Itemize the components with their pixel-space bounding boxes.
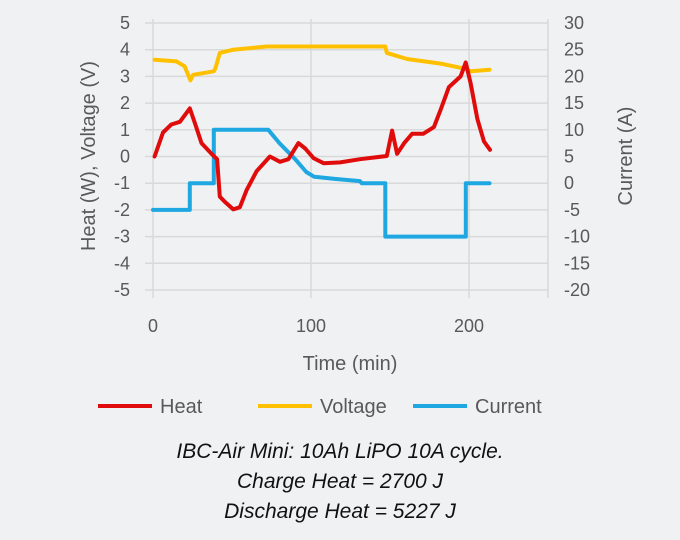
y-tick-label: 5 [120,13,130,33]
series-line-heat [152,60,492,212]
caption-line-2: Charge Heat = 2700 J [236,470,444,493]
series-lines [151,44,492,239]
series-line-current [151,127,492,239]
gridlines [145,19,549,298]
y-axis-title: Heat (W), Voltage (V) [78,61,100,251]
caption-line-3: Discharge Heat = 5227 J [224,500,456,523]
y-tick-label: 4 [120,40,130,60]
chart: 543210-1-2-3-4-5302520151050-5-10-15-200… [78,13,637,418]
y-tick-label: -2 [114,200,130,220]
legend: Heat Voltage Current [98,396,542,418]
y2-tick-label: -15 [564,253,590,273]
y2-tick-label: -10 [564,227,590,247]
x-tick-label: 0 [148,316,158,336]
legend-label-current: Current [475,396,542,418]
x-axis-title: Time (min) [303,353,398,375]
y2-tick-label: 0 [564,173,574,193]
y-tick-label: 2 [120,93,130,113]
y-tick-label: -3 [114,227,130,247]
y2-tick-label: 10 [564,120,584,140]
y2-tick-label: 30 [564,13,584,33]
y2-tick-label: 20 [564,66,584,86]
x-tick-label: 100 [296,316,326,336]
y2-axis-title: Current (A) [615,107,637,206]
y2-tick-label: -20 [564,280,590,300]
y-tick-label: -4 [114,253,130,273]
y-tick-label: -5 [114,280,130,300]
caption-line-1: IBC-Air Mini: 10Ah LiPO 10A cycle. [176,440,504,463]
legend-label-heat: Heat [160,396,203,418]
y2-tick-label: 15 [564,93,584,113]
tick-labels: 543210-1-2-3-4-5302520151050-5-10-15-200… [114,13,590,336]
y-tick-label: 0 [120,147,130,167]
series-line-voltage [152,44,492,83]
x-tick-label: 200 [454,316,484,336]
y-tick-label: 3 [120,66,130,86]
y2-tick-label: 5 [564,147,574,167]
y2-tick-label: 25 [564,40,584,60]
y-tick-label: -1 [114,173,130,193]
y2-tick-label: -5 [564,200,580,220]
y-tick-label: 1 [120,120,130,140]
legend-label-voltage: Voltage [320,396,387,418]
